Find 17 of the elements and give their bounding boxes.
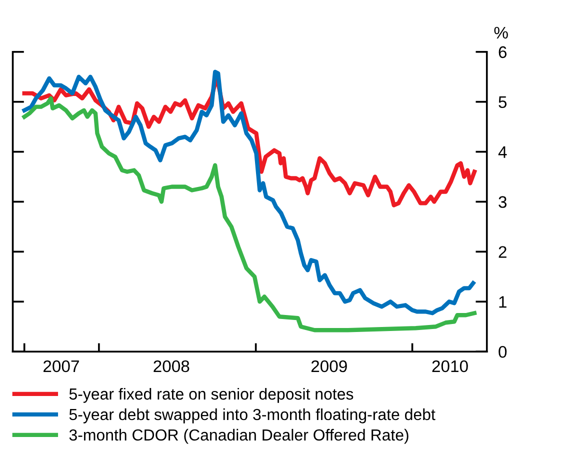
y-axis-title: % <box>494 26 508 39</box>
legend-label: 5-year debt swapped into 3-month floating-rate debt <box>69 408 436 424</box>
y-tick-label: 6 <box>498 46 507 58</box>
y-tick-label: 3 <box>498 196 507 208</box>
line-series <box>22 70 476 316</box>
y-tick-label: 4 <box>498 146 507 158</box>
legend-label: 3-month CDOR (Canadian Dealer Offered Rate) <box>69 428 408 444</box>
x-tick-label: 2008 <box>154 360 190 372</box>
y-tick-label: 5 <box>498 96 507 108</box>
x-tick-label: 2010 <box>432 360 468 372</box>
y-tick-label: 0 <box>498 346 507 358</box>
legend-label: 5-year fixed rate on senior deposit notes <box>69 388 354 403</box>
x-tick-label: 2007 <box>44 360 79 372</box>
line-series <box>22 96 477 332</box>
y-tick-label: 2 <box>498 246 506 258</box>
x-tick-label: 2009 <box>311 360 347 372</box>
y-tick-label: 1 <box>499 296 506 308</box>
